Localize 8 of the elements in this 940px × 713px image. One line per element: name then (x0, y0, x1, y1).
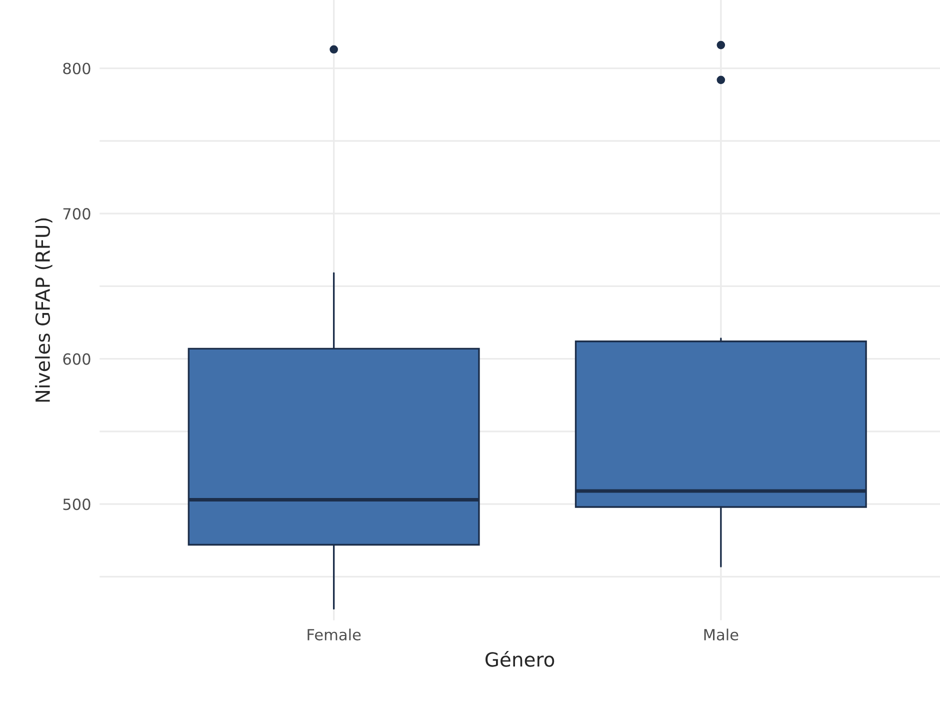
x-tick-label: Female (308, 628, 361, 640)
y-tick-label: 700 (63, 208, 90, 220)
x-axis-title: Género (486, 650, 554, 667)
y-tick-label: 600 (63, 353, 90, 365)
y-axis-title: Niveles GFAP (RFU) (34, 218, 52, 402)
y-tick-label: 800 (63, 62, 90, 74)
y-tick-label: 500 (63, 498, 90, 510)
x-tick-label: Male (704, 628, 738, 640)
